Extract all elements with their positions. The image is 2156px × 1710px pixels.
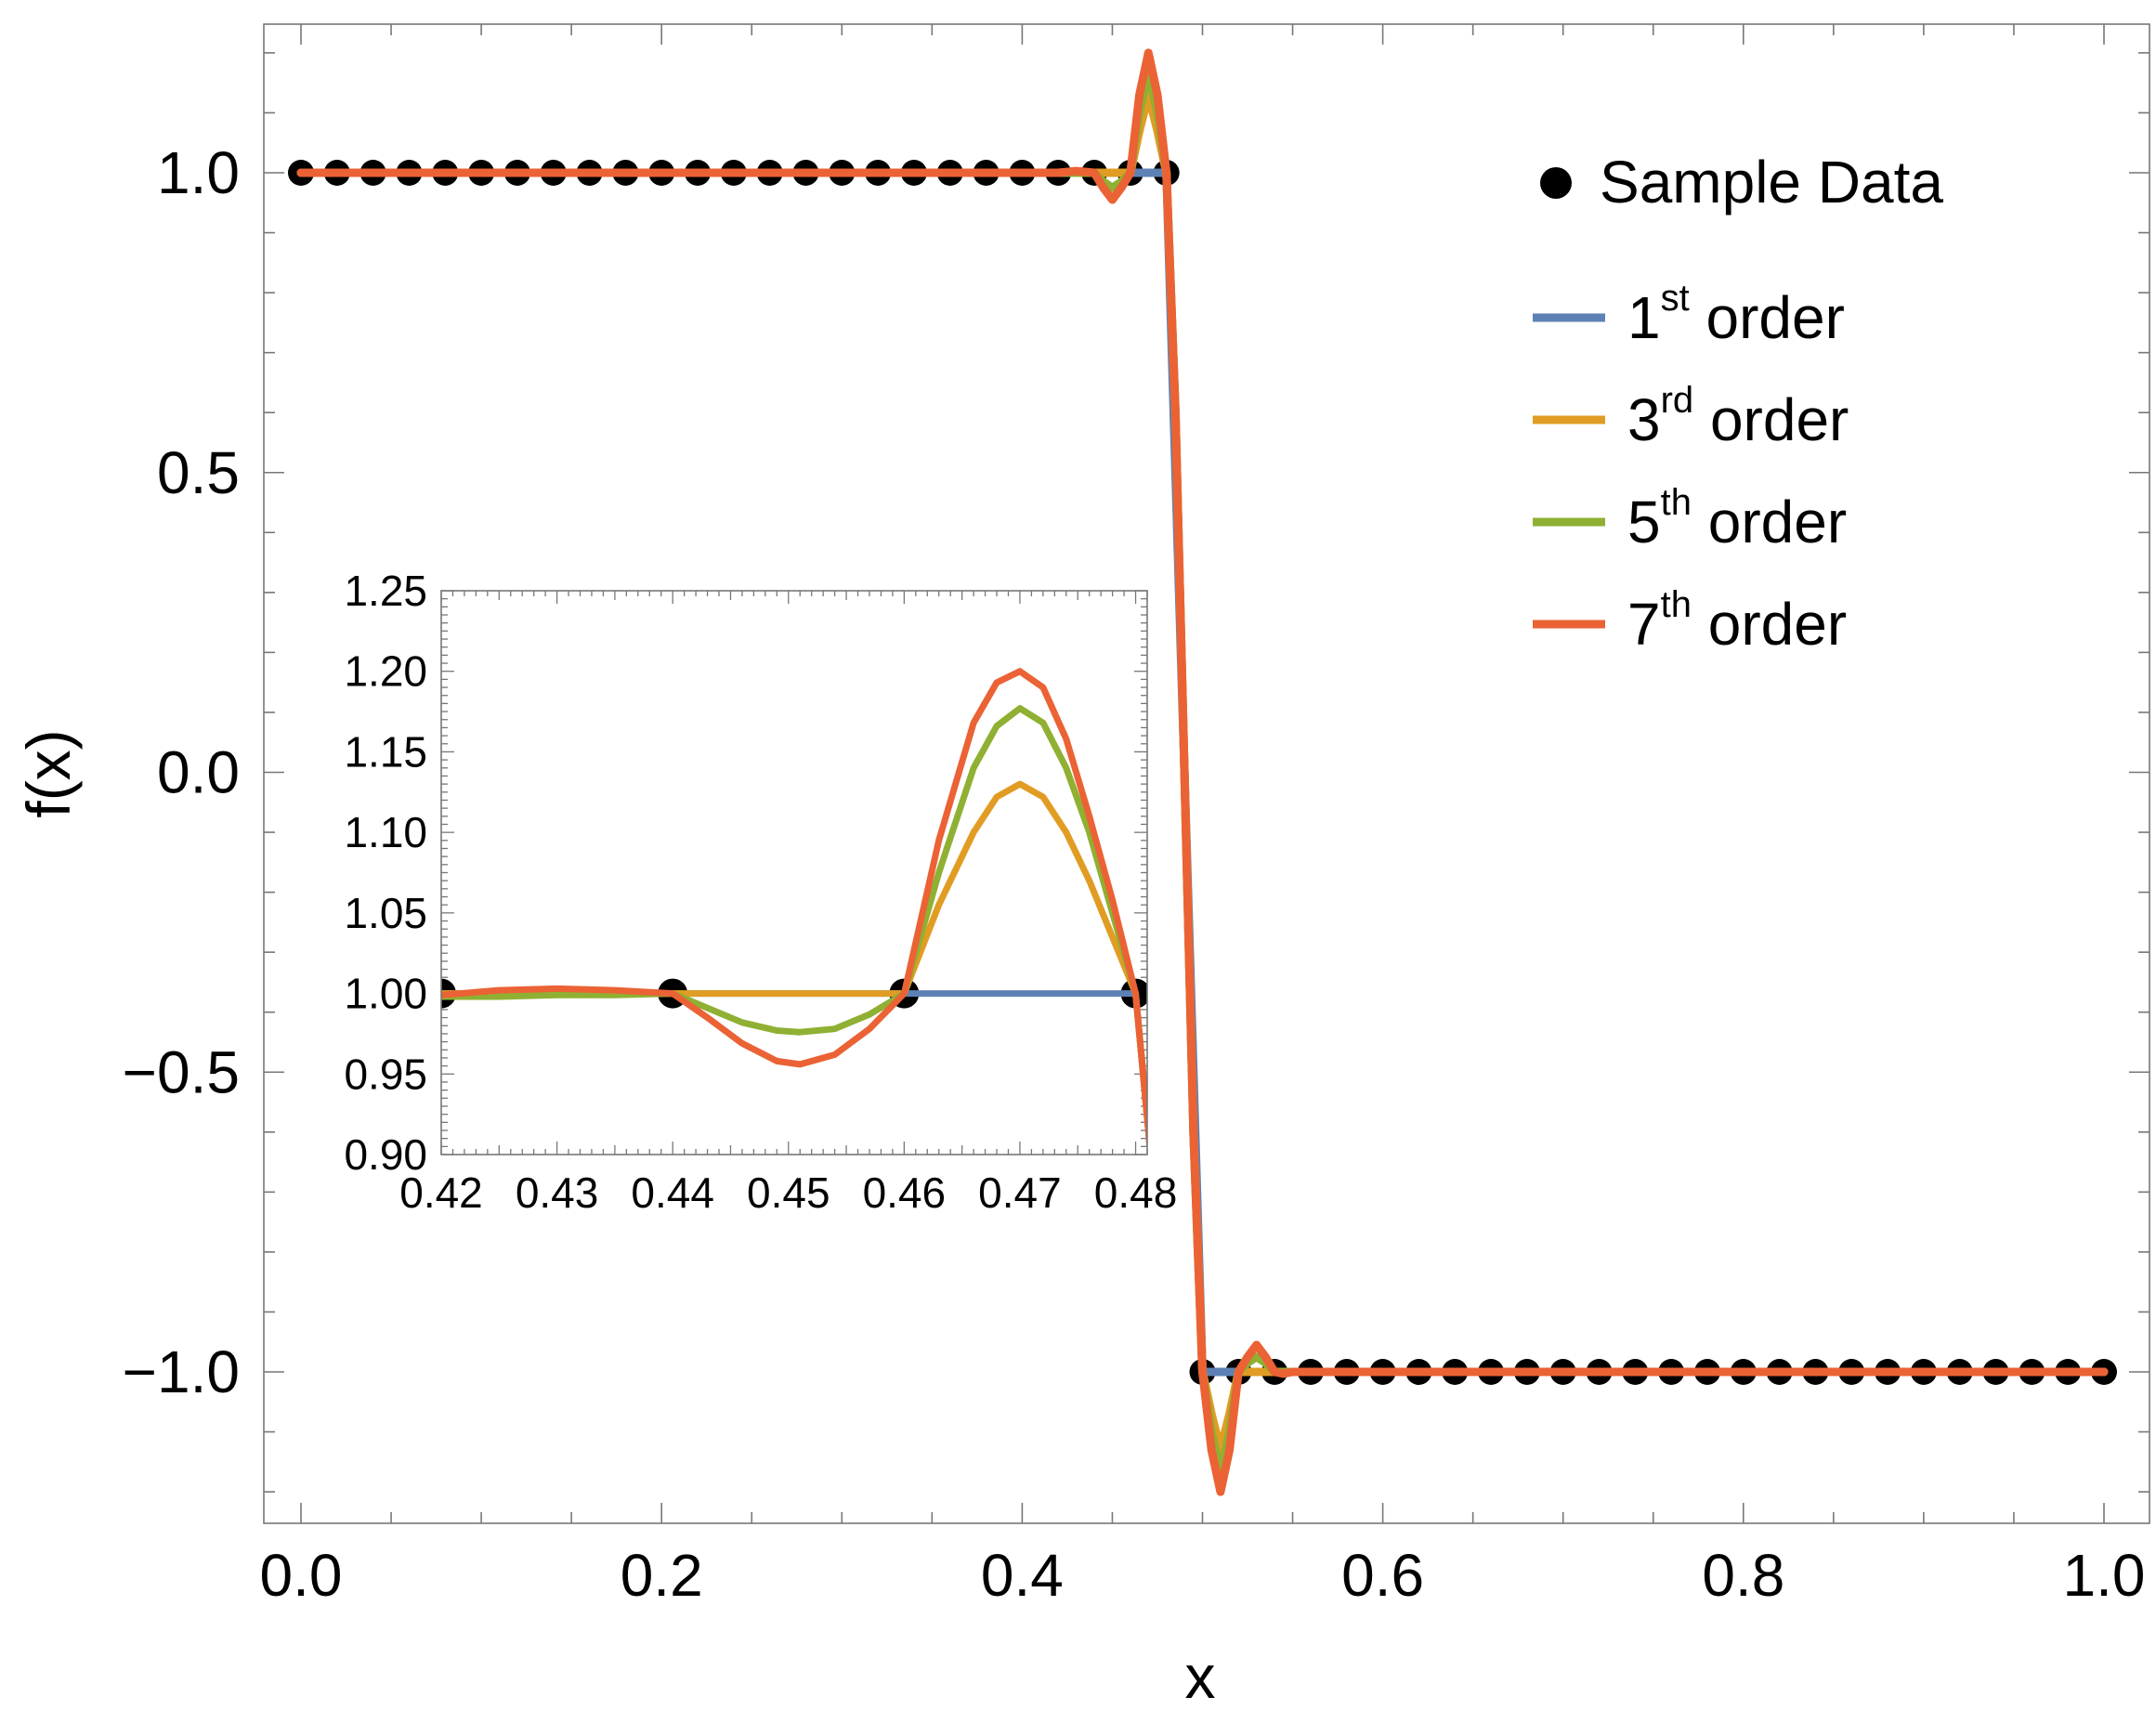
y-tick-label: 1.0	[157, 139, 240, 206]
main-sample-points	[288, 160, 2117, 1385]
legend-item-sample-data: Sample Data	[1540, 149, 1943, 215]
inset-plot: 0.42 0.43 0.44 0.45 0.46 0.47 0.48 0.90 0.95 1.00…	[344, 567, 1177, 1217]
inset-x-tick-label: 0.46	[863, 1168, 947, 1217]
inset-x-tick-label: 0.43	[516, 1168, 599, 1217]
inset-y-tick-label: 1.00	[344, 970, 427, 1018]
main-tick-labels: 0.0 0.2 0.4 0.6 0.8 1.0 −1.0 −0.5 0.0 0.5 1.0	[123, 139, 2146, 1609]
inset-y-tick-label: 1.10	[344, 808, 427, 856]
inset-y-tick-label: 1.20	[344, 647, 427, 696]
inset-plot-background	[441, 591, 1147, 1155]
legend-item-3rd-order: 3rd order	[1533, 380, 1849, 453]
inset-x-tick-label: 0.45	[747, 1168, 830, 1217]
legend-label: 1st order	[1627, 278, 1845, 351]
legend-item-7th-order: 7th order	[1533, 584, 1847, 658]
inset-series-lines	[441, 668, 1147, 1154]
main-plot-frame	[263, 23, 2150, 1524]
inset-y-tick-label: 0.90	[344, 1130, 427, 1179]
x-tick-label: 1.0	[2063, 1542, 2146, 1609]
inset-x-tick-label: 0.44	[631, 1168, 714, 1217]
inset-x-tick-label: 0.42	[399, 1168, 483, 1217]
x-tick-label: 0.2	[621, 1542, 703, 1609]
x-tick-label: 0.6	[1341, 1542, 1424, 1609]
y-tick-label: 0.5	[157, 439, 240, 506]
legend-label: 7th order	[1627, 584, 1847, 658]
inset-y-tick-label: 1.25	[344, 567, 427, 615]
y-tick-label: 0.0	[157, 739, 240, 806]
legend-label: 5th order	[1627, 482, 1847, 555]
legend-item-5th-order: 5th order	[1533, 482, 1847, 555]
inset-series-line-3rd-order	[441, 780, 1147, 1154]
inset-series-line-7th-order	[441, 668, 1147, 1154]
x-axis-title: x	[1185, 1642, 1216, 1710]
legend: Sample Data 1st order 3rd order 5th order 7t…	[1533, 149, 1943, 658]
y-tick-label: −0.5	[123, 1038, 240, 1105]
inset-tick-labels: 0.42 0.43 0.44 0.45 0.46 0.47 0.48 0.90 0.95 1.00…	[344, 567, 1177, 1217]
main-plot: 0.0 0.2 0.4 0.6 0.8 1.0 −1.0 −0.5 0.0 0.5 1.0 x f(…	[14, 23, 2150, 1710]
inset-y-tick-label: 1.05	[344, 889, 427, 937]
y-tick-label: −1.0	[123, 1338, 240, 1405]
x-tick-label: 0.8	[1702, 1542, 1784, 1609]
legend-point-marker	[1540, 167, 1572, 199]
inset-x-tick-label: 0.47	[978, 1168, 1062, 1217]
main-series-lines	[296, 48, 2109, 1496]
inset-y-tick-label: 1.15	[344, 727, 427, 776]
x-tick-label: 0.0	[260, 1542, 343, 1609]
inset-x-tick-label: 0.48	[1094, 1168, 1178, 1217]
inset-y-tick-label: 0.95	[344, 1050, 427, 1098]
main-axis-ticks	[264, 24, 2149, 1523]
x-tick-label: 0.4	[981, 1542, 1064, 1609]
legend-item-1st-order: 1st order	[1533, 278, 1845, 351]
y-axis-title: f(x)	[14, 729, 83, 817]
inset-plot-frame	[440, 590, 1148, 1155]
legend-label: Sample Data	[1600, 149, 1943, 215]
series-line-7th-order	[296, 48, 2109, 1496]
legend-label: 3rd order	[1627, 380, 1849, 453]
